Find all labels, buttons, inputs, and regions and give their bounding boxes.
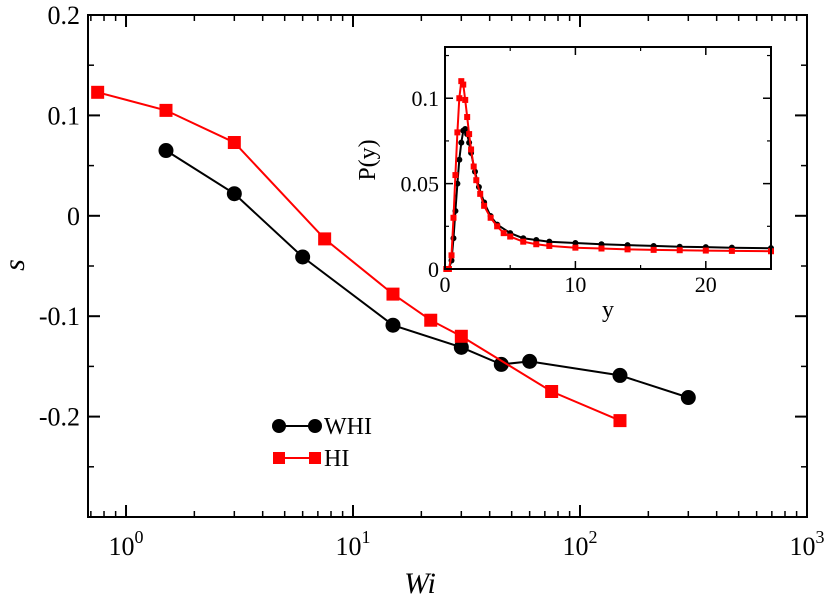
x-tick-label: 103 [790,527,825,561]
data-point-hi [454,329,468,343]
inset-data-point-hi [470,163,477,170]
inset-data-point-hi [728,247,735,254]
inset-series-group [443,78,774,272]
inset-data-point-hi [460,81,467,88]
data-point-hi [159,103,173,117]
inset-data-point-hi [450,214,457,221]
inset-data-point-hi [462,96,469,103]
inset-data-point-whi [572,240,579,247]
y-tick-label: -0.1 [39,302,80,331]
data-point-whi [612,367,628,383]
inset-data-point-hi [477,190,484,197]
data-point-hi [424,313,438,327]
y-tick-label: 0 [67,202,80,231]
inset-data-point-hi [487,214,494,221]
inset-data-point-hi [452,172,459,179]
data-point-hi [91,85,105,99]
legend-label-hi: HI [324,446,349,472]
main-series-group [91,85,696,428]
data-point-whi [226,186,242,202]
inset-series-line-hi [446,78,772,270]
inset-y-tick-label: 0.05 [401,172,440,197]
inset-plot-frame [444,46,772,270]
inset-y-tick-label: 0 [428,257,439,282]
data-point-whi [385,317,401,333]
legend-marker-hi-right [309,452,321,464]
y-tick-label: -0.2 [39,403,80,432]
inset-data-point-hi [448,252,455,259]
inset-data-point-hi [466,131,473,138]
inset-data-point-whi [458,139,465,146]
data-point-whi [680,390,696,406]
legend: WHI HI [272,414,372,472]
x-axis-title: Wi [404,567,436,596]
legend-marker-whi-left [272,419,286,433]
inset-data-point-hi [598,245,605,252]
inset-data-point-hi [468,146,475,153]
inset-data-point-hi [533,241,540,248]
data-point-hi [613,414,627,428]
legend-marker-whi-right [308,419,322,433]
main-axis-ticks: 100 101 102 103-0.2-0.100.10.2 [39,1,825,561]
inset-data-point-hi [473,177,480,184]
data-point-whi [453,339,469,355]
y-axis-title: s [0,259,31,271]
inset-x-tick-label: 0 [440,272,451,297]
legend-marker-hi-left [273,452,285,464]
inset-data-point-whi [462,125,469,132]
inset-data-point-hi [456,95,463,102]
inset-axis-ticks: 0 10 20 0 0.05 0.1 [401,47,771,297]
inset-data-point-hi [676,247,683,254]
y-tick-label: 0.2 [48,1,81,30]
data-point-hi [545,385,559,398]
inset-data-point-hi [702,247,709,254]
inset-data-point-hi [572,244,579,251]
data-point-whi [158,143,174,159]
inset-data-point-hi [481,202,488,209]
x-tick-label: 101 [336,527,371,561]
inset-data-point-hi [624,246,631,253]
inset-data-point-hi [494,223,501,230]
inset-data-point-whi [456,156,463,163]
data-point-hi [386,287,400,301]
data-point-hi [227,136,241,150]
inset-data-point-hi [458,78,465,85]
inset-y-tick-label: 0.1 [412,86,440,111]
x-tick-label: 102 [563,527,598,561]
inset-data-point-hi [546,242,553,249]
inset-data-point-hi [454,129,461,136]
y-tick-label: 0.1 [48,101,81,130]
legend-label-whi: WHI [324,414,372,440]
inset-data-point-hi [520,238,527,245]
inset-y-axis-title: P(y) [355,139,381,180]
inset-data-point-hi [500,230,507,237]
inset-data-point-hi [464,114,471,121]
inset-x-axis-title: y [602,297,614,323]
x-tick-label: 100 [109,527,144,561]
data-point-hi [318,232,332,246]
data-point-whi [295,249,311,265]
inset-x-tick-label: 20 [695,272,717,297]
inset-data-point-hi [650,246,657,253]
inset-data-point-hi [507,233,514,240]
inset-x-tick-label: 10 [564,272,586,297]
data-point-whi [493,356,509,372]
data-point-whi [522,353,538,369]
inset-plot-background [445,47,771,269]
